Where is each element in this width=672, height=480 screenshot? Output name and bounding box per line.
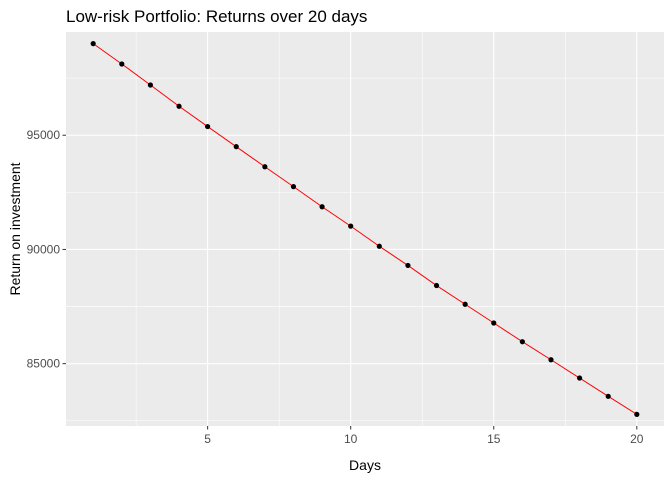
data-point bbox=[634, 411, 640, 417]
data-point bbox=[90, 41, 96, 47]
data-point bbox=[548, 357, 554, 363]
x-tick-label: 20 bbox=[630, 432, 644, 446]
y-axis: 85000 90000 95000 bbox=[27, 128, 66, 371]
x-axis: 5 10 15 20 bbox=[204, 426, 644, 446]
data-point bbox=[147, 82, 154, 88]
data-point bbox=[519, 339, 525, 345]
y-axis-title: Return on investment bbox=[7, 162, 23, 295]
data-point bbox=[491, 320, 497, 326]
plot-panel bbox=[66, 32, 664, 426]
data-point bbox=[376, 243, 382, 249]
y-tick-label: 85000 bbox=[27, 357, 61, 371]
data-point bbox=[433, 282, 440, 289]
series-points-group bbox=[90, 41, 640, 417]
data-point bbox=[205, 123, 211, 130]
data-point bbox=[405, 262, 411, 269]
x-axis-title: Days bbox=[349, 457, 381, 473]
series-line-group bbox=[92, 43, 638, 415]
data-point bbox=[290, 184, 297, 190]
data-point bbox=[319, 204, 325, 210]
data-point bbox=[605, 393, 611, 399]
data-point bbox=[576, 375, 583, 381]
major-gridlines bbox=[66, 32, 664, 426]
data-point bbox=[262, 164, 268, 170]
minor-gridlines bbox=[66, 32, 664, 426]
x-tick-label: 10 bbox=[344, 432, 358, 446]
x-tick-label: 15 bbox=[487, 432, 501, 446]
data-point bbox=[176, 103, 182, 109]
x-tick-label: 5 bbox=[204, 432, 211, 446]
y-tick-label: 95000 bbox=[27, 128, 61, 142]
chart-title: Low-risk Portfolio: Returns over 20 days bbox=[66, 7, 367, 26]
data-point bbox=[462, 301, 468, 307]
data-point bbox=[119, 61, 125, 67]
y-tick-label: 90000 bbox=[27, 242, 61, 256]
data-point bbox=[233, 144, 239, 150]
series-line bbox=[92, 43, 638, 415]
data-point bbox=[348, 223, 354, 229]
